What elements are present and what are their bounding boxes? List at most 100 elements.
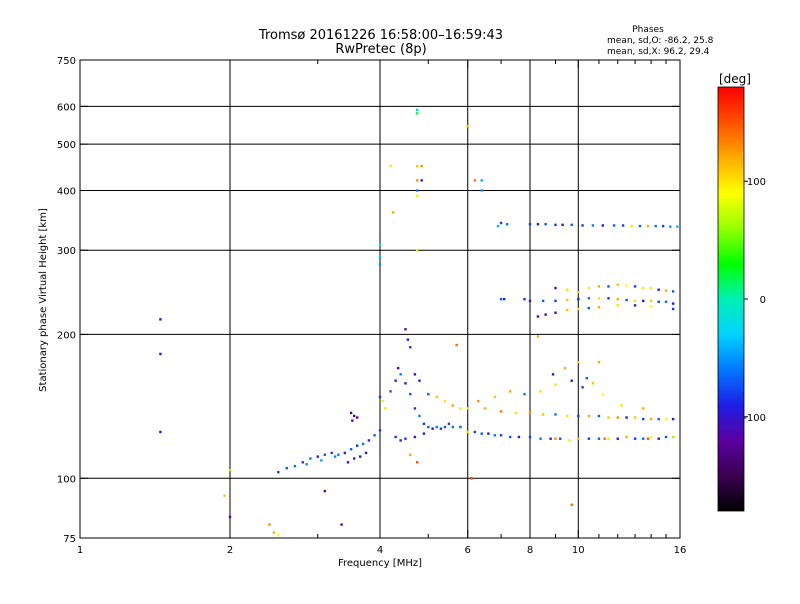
- data-point: [597, 305, 601, 309]
- data-point: [384, 407, 387, 410]
- data-point: [630, 224, 633, 228]
- colorbar-label: [deg]: [719, 72, 751, 86]
- data-point: [487, 432, 490, 435]
- x-tick-label: 8: [527, 545, 533, 556]
- data-point: [228, 515, 232, 519]
- data-point: [343, 451, 347, 455]
- data-point: [565, 414, 569, 418]
- data-point: [549, 437, 552, 440]
- data-point: [649, 435, 653, 439]
- data-point: [559, 437, 562, 440]
- data-point: [616, 297, 619, 301]
- data-point: [642, 286, 645, 290]
- data-point: [607, 437, 610, 440]
- data-point: [378, 263, 382, 266]
- data-point: [443, 425, 447, 429]
- colorbar: [718, 87, 744, 511]
- data-point: [413, 373, 417, 376]
- data-point: [378, 243, 382, 246]
- data-point: [508, 390, 512, 393]
- data-point: [541, 299, 545, 303]
- data-point: [305, 463, 308, 466]
- data-point: [565, 298, 569, 302]
- data-point: [657, 288, 660, 291]
- data-point: [657, 437, 660, 440]
- data-point: [664, 417, 668, 421]
- data-point: [404, 437, 407, 440]
- x-tick-label: 10: [572, 545, 585, 556]
- data-point: [646, 437, 650, 440]
- data-point: [422, 432, 426, 435]
- data-point: [381, 399, 384, 403]
- data-point: [577, 437, 580, 440]
- data-point: [664, 289, 668, 292]
- data-point: [418, 379, 421, 382]
- data-point: [616, 437, 619, 440]
- data-point: [671, 307, 675, 311]
- data-point: [455, 343, 458, 347]
- data-point: [459, 425, 462, 429]
- data-point: [587, 414, 591, 418]
- data-point: [523, 297, 526, 301]
- data-point: [277, 470, 280, 474]
- data-point: [642, 299, 645, 303]
- data-point: [625, 284, 628, 287]
- data-point: [671, 417, 675, 421]
- data-point: [228, 468, 232, 472]
- data-point: [409, 392, 412, 396]
- data-point: [577, 360, 580, 364]
- data-point: [480, 189, 483, 192]
- data-point: [616, 283, 619, 286]
- data-point: [601, 392, 605, 396]
- data-point: [333, 455, 337, 458]
- data-point: [587, 297, 591, 300]
- data-point: [337, 453, 340, 456]
- data-point: [323, 453, 327, 456]
- data-point: [394, 379, 397, 382]
- data-point: [581, 386, 584, 389]
- data-point: [466, 407, 469, 410]
- data-point: [649, 417, 653, 421]
- data-point: [591, 382, 595, 385]
- data-point: [607, 285, 610, 288]
- colorbar-tick-label: 100: [747, 177, 766, 188]
- data-point: [587, 286, 591, 290]
- axis-ticks: 1 2 4 6 8 10 16 75 100 200 300 400 500 600 750: [57, 56, 686, 556]
- data-point: [351, 419, 354, 422]
- data-point: [568, 439, 571, 442]
- data-point: [607, 416, 610, 419]
- data-point: [508, 435, 512, 439]
- data-point: [409, 453, 412, 456]
- data-point: [415, 461, 419, 464]
- y-tick-label: 600: [57, 102, 76, 113]
- data-point: [523, 392, 526, 396]
- data-point: [612, 224, 616, 227]
- data-point: [422, 422, 426, 426]
- data-point: [536, 335, 540, 338]
- data-point: [364, 451, 368, 455]
- data-point: [499, 297, 503, 301]
- data-point: [570, 503, 573, 507]
- data-point: [404, 328, 407, 331]
- data-point: [420, 164, 423, 168]
- data-point: [633, 304, 637, 307]
- data-point: [483, 407, 487, 410]
- data-point: [649, 286, 653, 290]
- data-point: [378, 395, 382, 399]
- data-point: [528, 299, 532, 303]
- data-point: [633, 416, 637, 419]
- data-point: [541, 413, 545, 416]
- data-point: [415, 108, 419, 112]
- data-point: [404, 382, 407, 385]
- data-point: [625, 416, 628, 419]
- data-point: [669, 225, 672, 228]
- data-point: [316, 455, 319, 458]
- data-point: [570, 379, 573, 382]
- data-point: [620, 404, 623, 407]
- data-point: [415, 164, 419, 168]
- data-point: [577, 414, 580, 418]
- data-point: [554, 383, 557, 386]
- x-axis-label: Frequency [MHz]: [338, 558, 422, 569]
- data-point: [223, 494, 226, 497]
- data-point: [323, 489, 327, 493]
